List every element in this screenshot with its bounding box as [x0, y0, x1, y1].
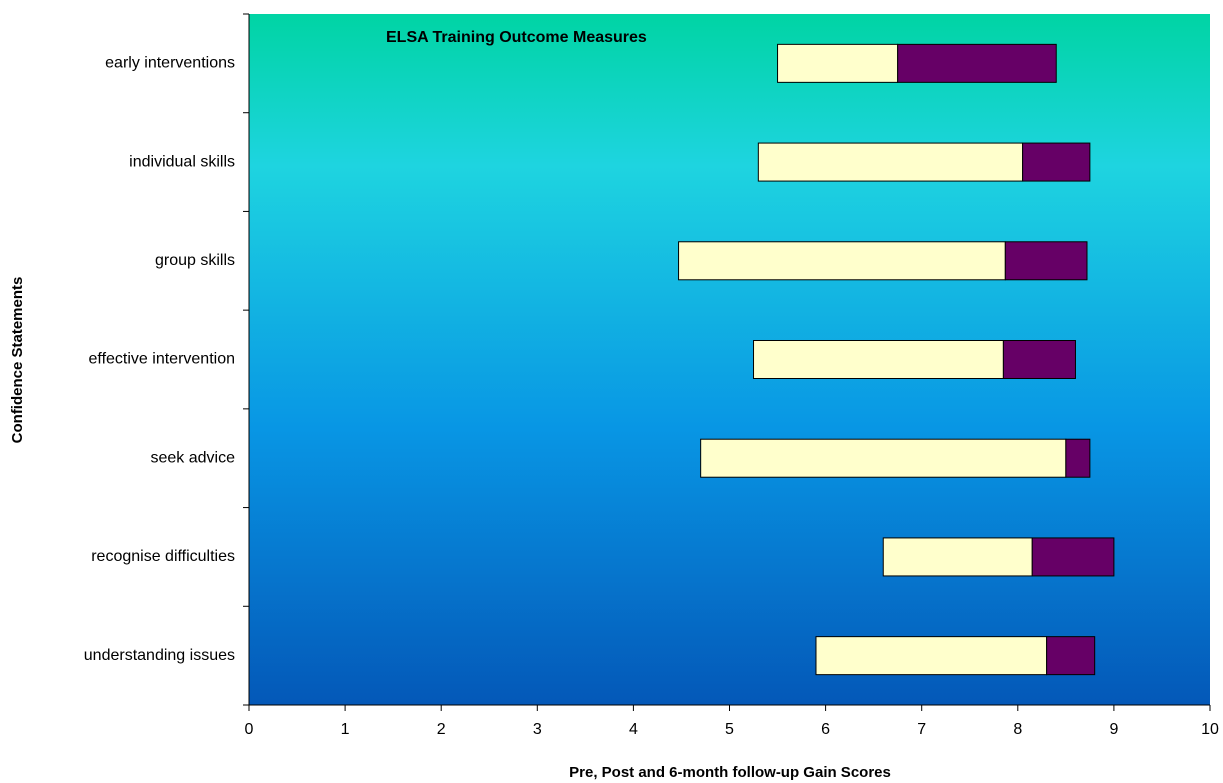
bar-segment [757, 142, 1024, 182]
bar-segment [1004, 241, 1088, 281]
y-tick-label: group skills [155, 252, 235, 269]
y-tick-label: understanding issues [84, 647, 235, 664]
bar-segment [777, 43, 899, 83]
x-tick-label: 0 [245, 721, 254, 738]
x-tick-label: 3 [533, 721, 542, 738]
y-tick-label: individual skills [129, 153, 235, 170]
x-tick-label: 5 [725, 721, 734, 738]
y-tick-label: seek advice [151, 449, 236, 466]
bar-segment [700, 438, 1067, 478]
y-tick-label: early interventions [105, 55, 235, 72]
bar-segment [1031, 537, 1115, 577]
bar-segment [882, 537, 1033, 577]
bar-segment [897, 43, 1057, 83]
bar-segment [1065, 438, 1091, 478]
x-tick-label: 6 [821, 721, 830, 738]
y-tick-label: effective intervention [89, 351, 235, 368]
x-axis-label: Pre, Post and 6-month follow-up Gain Sco… [569, 764, 891, 781]
chart-title: ELSA Training Outcome Measures [386, 29, 647, 46]
bar-segment [678, 241, 1006, 281]
x-tick-label: 2 [437, 721, 446, 738]
x-tick-label: 7 [917, 721, 926, 738]
bar-segment [1002, 340, 1076, 379]
x-tick-label: 1 [341, 721, 350, 738]
bar-segment [1046, 636, 1096, 676]
bar-segment [753, 340, 1004, 379]
x-tick-label: 10 [1201, 721, 1219, 738]
y-tick-label: recognise difficulties [91, 548, 235, 565]
bar-segment [1022, 142, 1091, 182]
bar-segment [815, 636, 1048, 676]
x-tick-label: 8 [1013, 721, 1022, 738]
y-axis-label: Confidence Statements [9, 277, 26, 444]
x-tick-label: 4 [629, 721, 638, 738]
x-tick-label: 9 [1109, 721, 1118, 738]
